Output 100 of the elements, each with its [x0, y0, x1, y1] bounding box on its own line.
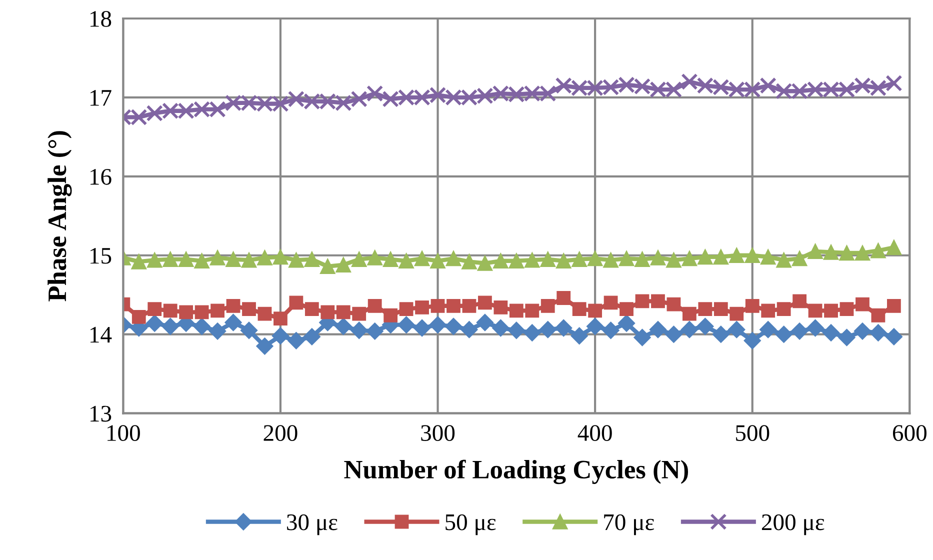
point: [194, 253, 210, 269]
point: [226, 252, 241, 267]
point: [414, 250, 430, 266]
point: [430, 253, 446, 269]
point: [572, 252, 587, 267]
point: [680, 321, 698, 338]
legend-label: 50 με: [446, 514, 496, 536]
point: [210, 250, 226, 266]
point: [682, 306, 696, 321]
point: [870, 324, 887, 342]
point: [320, 258, 336, 274]
point: [885, 328, 902, 346]
point: [208, 322, 226, 340]
point: [791, 322, 808, 340]
point: [366, 322, 384, 340]
y-axis-title: Phase Angle (°): [48, 131, 72, 302]
point: [179, 305, 194, 320]
point: [603, 252, 618, 268]
point: [210, 304, 224, 318]
point: [570, 327, 588, 344]
x-tick-label: 500: [736, 425, 770, 442]
point: [288, 252, 304, 268]
point: [162, 252, 178, 267]
point: [839, 245, 854, 261]
point: [146, 314, 164, 332]
point: [493, 253, 508, 269]
y-tick-label: 15: [90, 248, 112, 264]
point: [556, 291, 571, 305]
point: [413, 319, 431, 337]
point: [241, 252, 257, 268]
point: [494, 300, 508, 314]
point: [350, 322, 368, 339]
point: [289, 296, 304, 310]
point: [887, 298, 901, 313]
point: [886, 240, 902, 256]
point: [462, 298, 476, 313]
point: [712, 326, 730, 343]
point: [856, 297, 870, 312]
point: [824, 304, 838, 318]
point: [775, 326, 792, 343]
point: [132, 310, 146, 324]
point: [334, 318, 352, 335]
point: [744, 248, 760, 263]
point: [304, 252, 320, 267]
point: [303, 328, 320, 346]
y-tick-label: 13: [90, 406, 112, 422]
point: [618, 250, 634, 266]
point: [258, 306, 272, 321]
point: [193, 318, 210, 335]
point: [399, 302, 414, 316]
point: [131, 254, 147, 270]
point: [854, 245, 870, 261]
point: [162, 318, 179, 335]
point: [462, 254, 477, 270]
x-tick-label: 100: [108, 425, 140, 442]
point: [288, 332, 305, 350]
point: [682, 250, 698, 266]
point: [634, 252, 650, 267]
point: [476, 314, 494, 332]
point: [540, 298, 555, 313]
point: [871, 308, 886, 322]
point: [366, 85, 384, 102]
point: [587, 250, 603, 266]
point: [525, 304, 540, 318]
point: [163, 304, 178, 318]
point: [556, 253, 572, 269]
point: [398, 253, 414, 269]
x-tick-label: 600: [892, 425, 926, 442]
point: [602, 322, 620, 339]
point: [146, 252, 162, 268]
point: [729, 248, 744, 263]
point: [336, 305, 350, 320]
point: [618, 314, 636, 332]
point: [823, 244, 839, 260]
point: [760, 249, 776, 265]
point: [698, 302, 712, 316]
point: [776, 252, 792, 268]
point: [226, 298, 240, 313]
point: [604, 296, 618, 310]
point: [224, 314, 242, 332]
point: [651, 294, 665, 308]
point: [696, 318, 714, 335]
y-tick-label: 16: [90, 168, 112, 185]
point: [808, 304, 822, 318]
point: [761, 304, 776, 318]
point: [886, 74, 902, 92]
x-tick-label: 300: [421, 425, 455, 442]
point: [148, 302, 162, 316]
point: [444, 318, 462, 335]
point: [806, 319, 824, 337]
y-tick-label: 18: [90, 10, 112, 27]
point: [460, 321, 478, 338]
point: [256, 338, 274, 355]
point: [728, 321, 746, 338]
point: [446, 250, 462, 266]
point: [586, 318, 604, 335]
y-tick-label: 17: [90, 90, 112, 106]
point: [320, 305, 335, 320]
point: [792, 294, 807, 308]
point: [477, 256, 493, 271]
